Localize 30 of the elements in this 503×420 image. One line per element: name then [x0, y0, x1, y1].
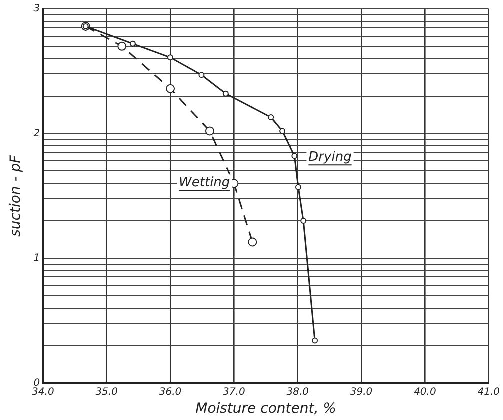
series-label: Drying — [308, 150, 352, 166]
series-label: Wetting — [179, 176, 230, 190]
point — [295, 184, 302, 190]
point — [280, 128, 286, 134]
x-tick-label: 37.0 — [223, 386, 246, 398]
x-axis-title: Moisture content, % — [196, 401, 336, 418]
y-tick-label: 0 — [34, 378, 40, 389]
y-tick-label: 1 — [34, 253, 40, 264]
x-tick-label: 38.0 — [286, 386, 309, 398]
x-tick-label: 41.0 — [478, 386, 500, 398]
x-tick-label: 35.0 — [96, 386, 118, 398]
x-tick-label: 36.0 — [159, 386, 182, 398]
y-axis-title: suction - pF — [8, 154, 24, 237]
point — [268, 114, 274, 121]
y-tick-label: 2 — [34, 128, 40, 140]
point — [248, 238, 258, 247]
point — [312, 338, 318, 344]
point — [292, 153, 298, 160]
point — [130, 40, 136, 47]
point — [168, 54, 174, 61]
point — [118, 42, 127, 51]
point — [222, 90, 229, 97]
point — [198, 72, 205, 78]
point — [205, 126, 214, 136]
point — [166, 84, 176, 94]
point — [300, 218, 307, 224]
y-tick-label: 3 — [34, 4, 40, 15]
x-tick-label: 40.0 — [414, 386, 436, 398]
x-tick-label: 34.0 — [32, 386, 54, 398]
x-tick-label: 39.0 — [350, 386, 373, 398]
